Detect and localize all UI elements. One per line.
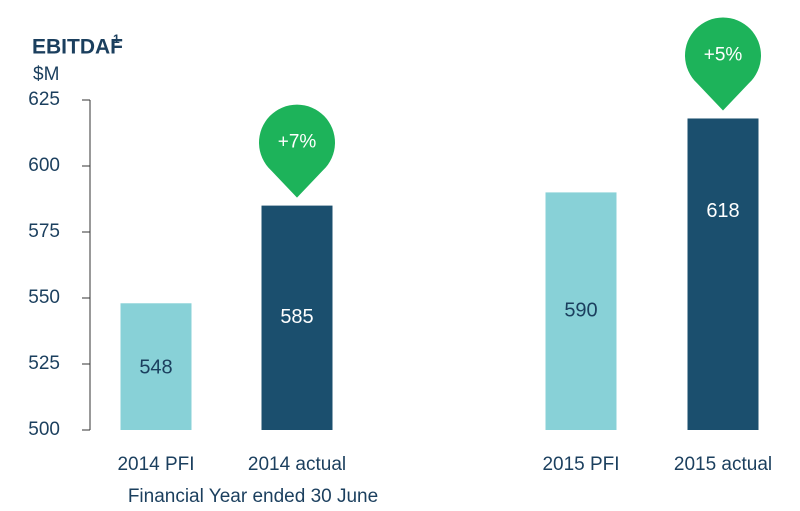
x-tick-label: 2014 PFI bbox=[117, 454, 194, 475]
value-label: 618 bbox=[706, 200, 739, 222]
bar bbox=[261, 205, 333, 430]
x-tick-label: 2015 PFI bbox=[542, 454, 619, 475]
bar bbox=[687, 118, 759, 430]
title-footnote: 1 bbox=[113, 32, 120, 46]
x-axis-label: Financial Year ended 30 June bbox=[128, 486, 378, 507]
growth-label: +5% bbox=[704, 44, 743, 65]
y-tick-label: 625 bbox=[28, 89, 60, 110]
growth-label: +7% bbox=[278, 132, 317, 153]
y-tick-label: 500 bbox=[28, 419, 60, 440]
y-tick-label: 550 bbox=[28, 287, 60, 308]
x-tick-label: 2014 actual bbox=[248, 454, 346, 475]
y-tick-label: 600 bbox=[28, 155, 60, 176]
growth-bubble bbox=[685, 17, 761, 111]
value-label: 590 bbox=[564, 299, 597, 321]
bar bbox=[120, 303, 192, 430]
value-label: 548 bbox=[139, 356, 172, 378]
growth-bubble bbox=[259, 104, 335, 198]
x-tick-label: 2015 actual bbox=[674, 454, 772, 475]
y-tick-label: 575 bbox=[28, 221, 60, 242]
chart-title: EBITDAF bbox=[32, 36, 123, 59]
value-label: 585 bbox=[280, 306, 313, 328]
y-tick-label: 525 bbox=[28, 353, 60, 374]
y-axis-label: $M bbox=[33, 64, 59, 85]
bar bbox=[545, 192, 617, 430]
